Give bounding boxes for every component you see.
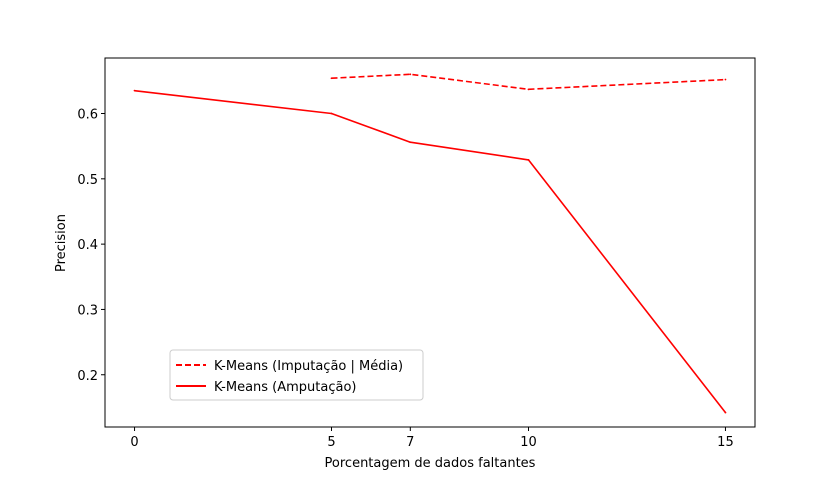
y-tick-label: 0.2 [77, 369, 98, 384]
x-tick-label: 7 [406, 435, 414, 450]
x-tick-label: 5 [327, 435, 335, 450]
series-1-point-3 [527, 158, 530, 161]
x-tick-label: 10 [520, 435, 537, 450]
y-tick-label: 0.4 [77, 238, 98, 253]
series-1-point-4 [724, 411, 727, 414]
series-1-point-0 [133, 89, 136, 92]
y-tick-label: 0.5 [77, 173, 98, 188]
x-tick-label: 15 [717, 435, 734, 450]
y-tick-label: 0.3 [77, 303, 98, 318]
x-axis-ticks: 0 5 7 10 15 [130, 427, 734, 450]
series-1-point-1 [330, 112, 333, 115]
legend-label-imputacao: K-Means (Imputação | Média) [214, 359, 403, 374]
y-tick-label: 0.6 [77, 108, 98, 123]
x-axis-label: Porcentagem de dados faltantes [325, 456, 536, 471]
series-0-point-2 [527, 88, 530, 91]
legend-label-amputacao: K-Means (Amputação) [214, 380, 357, 395]
series-line-0 [331, 73, 726, 91]
series-1-point-2 [409, 141, 412, 144]
plot-frame [104, 57, 756, 428]
plot-lines [133, 73, 727, 414]
series-0-point-0 [330, 77, 333, 80]
series-0-point-1 [409, 73, 412, 76]
y-axis-label: Precision [54, 214, 69, 272]
series-0-point-3 [724, 78, 727, 81]
legend-box [169, 349, 424, 401]
y-axis-ticks: 0.2 0.3 0.4 0.5 0.6 [77, 108, 105, 384]
legend: K-Means (Imputação | Média) K-Means (Amp… [169, 349, 424, 401]
x-tick-label: 0 [130, 435, 138, 450]
